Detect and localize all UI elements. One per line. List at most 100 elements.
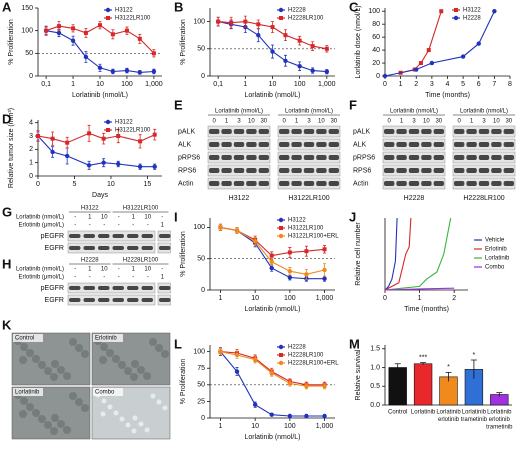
lane-label: 1 (400, 119, 404, 125)
x-tick-label: 1,000 (145, 81, 163, 88)
blot-band (159, 298, 171, 302)
blot-band (141, 286, 153, 290)
y-tick-label: 0 (201, 287, 205, 294)
blot-band (303, 168, 315, 173)
x-tick-label: 100 (284, 295, 296, 302)
blot-band (454, 155, 465, 160)
y-tick-label: 25 (197, 398, 205, 405)
marker (322, 413, 327, 419)
lane-label: - (89, 275, 91, 281)
marker (270, 25, 275, 30)
blot-band (291, 155, 302, 160)
y-axis-title: % Proliferation (180, 19, 187, 65)
significance: * (473, 352, 476, 359)
x-tick-label: 0,1 (41, 81, 51, 88)
marker (279, 353, 283, 357)
cell-line-label: H2228LR100 (463, 195, 504, 202)
x-tick-label: 7 (492, 81, 496, 88)
marker (310, 44, 315, 49)
lane-label: 10 (493, 119, 500, 125)
cell-line-label: H2228LR100 (123, 258, 159, 264)
marker (278, 233, 284, 239)
blot-band (291, 168, 302, 173)
y-tick-label: 50 (197, 46, 205, 53)
y-tick-label: 1 (29, 160, 33, 167)
lane-label: - (118, 267, 120, 273)
blot-band (454, 168, 465, 173)
marker (138, 139, 143, 144)
marker (322, 247, 327, 252)
legend-label: H2228 (463, 16, 481, 22)
blot-band (141, 246, 153, 250)
blot-band (233, 129, 245, 134)
legend-label: H2228LR100+ERL (288, 361, 339, 367)
marker (56, 30, 62, 36)
blot-band (98, 246, 110, 250)
cell-texture (131, 428, 137, 434)
treatment-label: Erlotinib (μmol/L) (19, 275, 64, 281)
blot-band (233, 181, 245, 186)
y-tick-label: 150 (21, 5, 33, 12)
marker (426, 48, 431, 53)
blot-band (209, 142, 220, 147)
cell-texture (81, 350, 89, 358)
series-line (384, 10, 495, 77)
marker (439, 9, 444, 14)
marker (83, 54, 89, 60)
blot-band (454, 129, 465, 134)
x-axis-title: Time (months) (404, 306, 449, 313)
marker (279, 16, 283, 20)
cell-texture (75, 398, 83, 406)
cell-texture (156, 399, 162, 405)
cell-texture (125, 422, 131, 428)
cell-line-label: H3122LR100 (123, 206, 159, 212)
blot-band (127, 246, 139, 250)
blot-band (408, 129, 420, 134)
panel-letter: A (2, 0, 12, 14)
panel-letter: I (174, 209, 178, 224)
legend-label: Vehicle (485, 238, 505, 244)
row-label: RPS6 (353, 167, 371, 174)
panel-letter: B (174, 0, 183, 14)
blot-band (127, 286, 139, 290)
lane-label: 10 (101, 267, 108, 273)
blot-band (258, 181, 269, 186)
panel-letter: K (2, 317, 12, 332)
lane-label: - (89, 223, 91, 229)
image-label: Combo (95, 390, 115, 396)
significance: * (447, 364, 450, 371)
blot-band (209, 129, 220, 134)
lane-label: 0 (213, 119, 217, 125)
cell-texture (63, 426, 71, 434)
blot-band (384, 168, 395, 173)
marker (304, 383, 309, 389)
x-tick-label: 0,1 (213, 81, 223, 88)
marker (269, 253, 274, 258)
cell-texture (38, 415, 46, 423)
y-tick-label: 75 (197, 365, 205, 372)
lane-label: 1 (225, 119, 229, 125)
x-tick-label: erlotinib (489, 417, 511, 423)
blot-band (279, 155, 290, 160)
blot-band (478, 129, 490, 134)
blot-band (384, 155, 395, 160)
marker (86, 163, 92, 168)
blot-band (258, 155, 269, 160)
marker (216, 19, 221, 24)
marker (110, 69, 116, 74)
lane-label: 0 (283, 119, 287, 125)
cell-texture (50, 373, 58, 381)
cell-texture (51, 414, 59, 422)
cell-texture (119, 416, 125, 422)
cell-texture (57, 420, 65, 428)
legend-label: H2228LR100 (288, 16, 324, 22)
blot-band (221, 168, 232, 173)
blot-band (408, 142, 420, 147)
marker (287, 250, 292, 255)
blot-band (316, 168, 327, 173)
treatment-label: Erlotinib (μmol/L) (19, 223, 64, 229)
blot-band (127, 234, 139, 238)
treatment-label: Lorlatinib (nmol/L) (285, 109, 333, 115)
y-tick-label: 0 (201, 73, 205, 80)
x-tick-label: Lorlatinib (487, 410, 512, 416)
